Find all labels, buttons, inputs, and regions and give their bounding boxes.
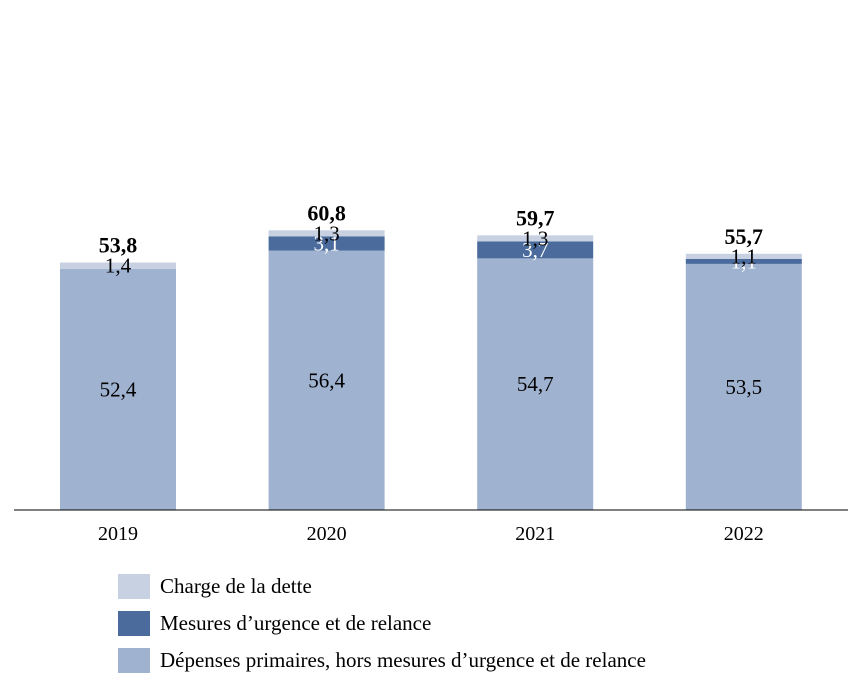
value-label-debt-2019: 1,4 xyxy=(105,254,132,278)
value-label-debt-2021: 1,3 xyxy=(522,226,548,250)
x-tick-labels: 2019 2020 2021 2022 xyxy=(98,523,764,545)
bar-primary-2020 xyxy=(268,250,385,510)
bar-debt-2020 xyxy=(268,230,385,237)
legend-label-primary: Dépenses primaires, hors mesures d’urgen… xyxy=(160,647,646,672)
bar-emergency-2022 xyxy=(685,258,802,264)
total-label-2022: 55,7 xyxy=(725,224,764,249)
bar-primary-2019 xyxy=(60,268,176,510)
legend-swatch-debt xyxy=(118,573,150,599)
value-label-emergency-2022: 1,1 xyxy=(731,249,757,273)
value-label-debt-2022: 1,1 xyxy=(731,244,757,268)
value-label-primary-2020: 56,4 xyxy=(308,368,345,392)
legend-label-emergency: Mesures d’urgence et de relance xyxy=(160,610,432,635)
total-label-2020: 60,8 xyxy=(307,200,346,225)
value-label-primary-2022: 53,5 xyxy=(725,375,762,399)
legend-item-emergency: Mesures d’urgence et de relance xyxy=(118,609,646,637)
x-tick-2022: 2022 xyxy=(724,523,764,545)
bars-layer: 52,41,453,856,43,11,360,854,73,71,359,75… xyxy=(60,200,802,510)
legend: Charge de la dette Mesures d’urgence et … xyxy=(118,572,646,683)
value-label-primary-2019: 52,4 xyxy=(100,377,137,401)
value-label-primary-2021: 54,7 xyxy=(517,372,554,396)
bar-primary-2022 xyxy=(685,263,802,510)
bar-emergency-2020 xyxy=(268,236,385,251)
bar-emergency-2021 xyxy=(477,241,594,259)
total-label-2021: 59,7 xyxy=(516,205,555,230)
bar-primary-2021 xyxy=(477,258,594,510)
legend-swatch-primary xyxy=(118,647,150,673)
bar-debt-2022 xyxy=(685,253,802,259)
legend-label-debt: Charge de la dette xyxy=(160,573,312,598)
bar-debt-2019 xyxy=(60,262,176,269)
legend-swatch-emergency xyxy=(118,610,150,636)
value-label-debt-2020: 1,3 xyxy=(313,221,339,245)
value-label-emergency-2021: 3,7 xyxy=(522,238,548,262)
legend-item-primary: Dépenses primaires, hors mesures d’urgen… xyxy=(118,646,646,674)
x-tick-2019: 2019 xyxy=(98,523,138,545)
legend-item-debt: Charge de la dette xyxy=(118,572,646,600)
total-label-2019: 53,8 xyxy=(99,233,138,258)
x-tick-2020: 2020 xyxy=(307,523,347,545)
x-tick-2021: 2021 xyxy=(515,523,555,545)
bar-debt-2021 xyxy=(477,235,594,242)
